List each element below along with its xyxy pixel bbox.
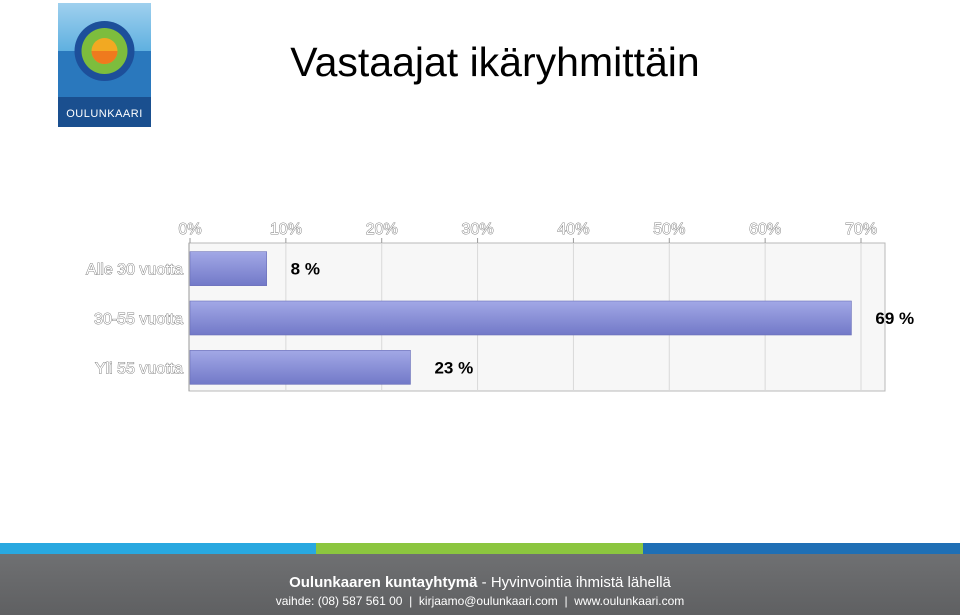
footer-org-name: Oulunkaaren kuntayhtymä <box>289 574 478 591</box>
category-labels: Alle 30 vuotta 30-55 vuotta Yli 55 vuotta <box>86 261 184 377</box>
data-label: 8 % <box>291 260 320 279</box>
bar <box>189 300 852 336</box>
x-tick-label: 50% <box>653 221 685 238</box>
footer-title: Oulunkaaren kuntayhtymä - Hyvinvointia i… <box>0 574 960 591</box>
bar <box>189 350 411 385</box>
slide-title: Vastaajat ikäryhmittäin <box>290 39 700 85</box>
data-label: 69 % <box>875 309 914 328</box>
footer: Oulunkaaren kuntayhtymä - Hyvinvointia i… <box>0 554 960 615</box>
x-tick-label: 10% <box>270 221 302 238</box>
x-tick-label: 20% <box>366 221 398 238</box>
category-label: Yli 55 vuotta <box>95 360 183 377</box>
bars <box>189 251 852 385</box>
x-tick-label: 70% <box>845 221 877 238</box>
x-tick-label: 0% <box>178 221 201 238</box>
category-label: 30-55 vuotta <box>94 311 183 328</box>
x-tick-label: 40% <box>557 221 589 238</box>
footer-tagline: - Hyvinvointia ihmistä lähellä <box>477 574 671 591</box>
footer-stripe-darkblue <box>643 543 960 554</box>
x-tick-label: 30% <box>462 221 494 238</box>
x-tick-labels: 0% 10% 20% 30% 40% 50% 60% 70% <box>178 221 877 239</box>
bar <box>189 251 267 286</box>
x-tick-label: 60% <box>749 221 781 238</box>
data-labels: 8 % 69 % 23 % <box>291 260 914 378</box>
oulunkaari-logo: OULUNKAARI <box>58 3 151 127</box>
data-label: 23 % <box>434 358 473 377</box>
logo-text: OULUNKAARI <box>66 108 143 120</box>
category-label: Alle 30 vuotta <box>86 262 183 279</box>
footer-stripe-blue <box>0 543 316 554</box>
footer-contact: vaihde: (08) 587 561 00 | kirjaamo@oulun… <box>275 594 685 608</box>
footer-stripe-green <box>316 543 643 554</box>
